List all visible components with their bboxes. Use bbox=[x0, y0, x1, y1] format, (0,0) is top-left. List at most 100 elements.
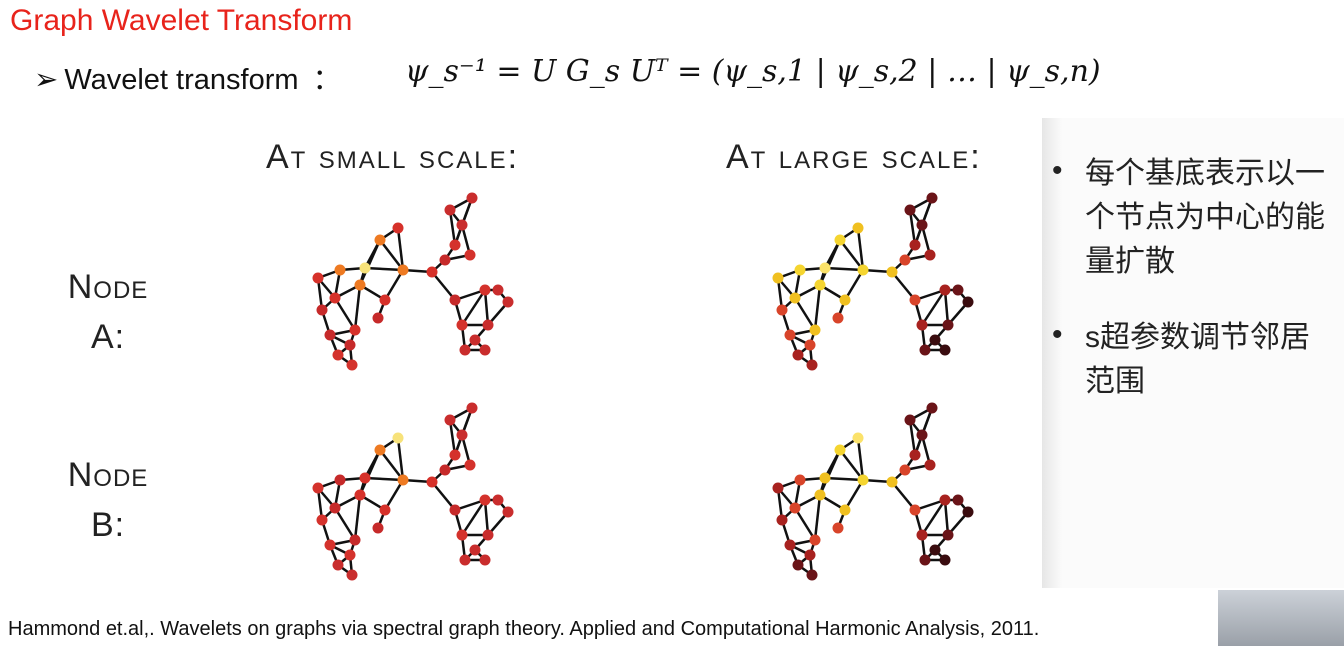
graph-edge bbox=[943, 499, 950, 536]
graph-edge bbox=[383, 269, 405, 301]
graph-node bbox=[909, 504, 921, 516]
graph-edge bbox=[358, 239, 382, 286]
graph-node bbox=[456, 219, 468, 231]
graph-node bbox=[916, 529, 928, 541]
graph-node bbox=[886, 266, 898, 278]
graph-node bbox=[814, 489, 826, 501]
graph-node bbox=[502, 506, 514, 518]
graph-edge bbox=[460, 289, 487, 326]
colon: ： bbox=[312, 64, 342, 96]
graph-node bbox=[492, 494, 504, 506]
graph-node bbox=[924, 459, 936, 471]
graph-edge bbox=[483, 499, 490, 536]
graph-node bbox=[469, 544, 481, 556]
graph-node bbox=[359, 472, 371, 484]
graph-edge bbox=[920, 499, 947, 536]
graph-node bbox=[857, 264, 869, 276]
graph-node bbox=[916, 219, 928, 231]
graph-node bbox=[349, 534, 361, 546]
graph-edge bbox=[908, 209, 917, 246]
graph-node bbox=[449, 449, 461, 461]
graph-node bbox=[444, 204, 456, 216]
graph-node bbox=[439, 254, 451, 266]
graph-node bbox=[334, 264, 346, 276]
graph-node bbox=[806, 359, 818, 371]
graph-node bbox=[952, 494, 964, 506]
graph-node bbox=[939, 554, 951, 566]
graph-node bbox=[942, 319, 954, 331]
graph-edge bbox=[379, 239, 404, 271]
graph-node bbox=[899, 254, 911, 266]
row-label: Node A: bbox=[67, 268, 149, 356]
graph-edge bbox=[333, 297, 357, 331]
graph-node bbox=[789, 502, 801, 514]
graph-node bbox=[459, 554, 471, 566]
graph-edge bbox=[353, 494, 362, 541]
graph-node bbox=[962, 296, 974, 308]
graph-node bbox=[926, 402, 938, 414]
graph-node bbox=[834, 234, 846, 246]
bullet-dot: • bbox=[1052, 154, 1063, 187]
graph-node bbox=[909, 294, 921, 306]
graph-node bbox=[852, 432, 864, 444]
graph-node bbox=[346, 359, 358, 371]
graph-node bbox=[904, 414, 916, 426]
graph-node bbox=[464, 459, 476, 471]
graph-edge bbox=[818, 239, 842, 286]
graph-node bbox=[814, 279, 826, 291]
graph-node bbox=[804, 339, 816, 351]
graph-edge bbox=[448, 209, 457, 246]
graph-node bbox=[332, 349, 344, 361]
graph-node bbox=[379, 504, 391, 516]
graph-node bbox=[479, 284, 491, 296]
graph-node bbox=[344, 549, 356, 561]
graph-node bbox=[344, 339, 356, 351]
graph-node bbox=[324, 329, 336, 341]
graph-node bbox=[942, 529, 954, 541]
graph-node bbox=[479, 344, 491, 356]
graph-node bbox=[449, 294, 461, 306]
graph-node bbox=[466, 192, 478, 204]
graph-edge bbox=[908, 419, 917, 456]
graph-node bbox=[469, 334, 481, 346]
graph-edge bbox=[839, 239, 864, 271]
graph-edge bbox=[333, 507, 357, 541]
graph-node bbox=[324, 539, 336, 551]
graph-edge bbox=[364, 476, 404, 482]
graph-node bbox=[926, 192, 938, 204]
graph-node bbox=[839, 504, 851, 516]
graph-node bbox=[316, 514, 328, 526]
citation: Hammond et.al,. Wavelets on graphs via s… bbox=[8, 618, 1040, 640]
graph-node bbox=[832, 522, 844, 534]
graph-node bbox=[819, 262, 831, 274]
graph-node bbox=[772, 272, 784, 284]
graph-node bbox=[924, 249, 936, 261]
graph-edge bbox=[856, 437, 865, 481]
graph-node bbox=[839, 294, 851, 306]
graph-node bbox=[962, 506, 974, 518]
graph-node bbox=[312, 272, 324, 284]
graph-node bbox=[804, 549, 816, 561]
graph-node bbox=[479, 554, 491, 566]
bullet-dot: • bbox=[1052, 318, 1063, 351]
graph-node bbox=[479, 494, 491, 506]
graph-node bbox=[374, 234, 386, 246]
graph-node bbox=[792, 559, 804, 571]
graph-node bbox=[784, 539, 796, 551]
graph-edge bbox=[396, 227, 405, 271]
graph-node bbox=[776, 304, 788, 316]
graph-node bbox=[329, 502, 341, 514]
graph-node bbox=[852, 222, 864, 234]
graph-node bbox=[772, 482, 784, 494]
graph-node bbox=[834, 444, 846, 456]
graph-node bbox=[916, 319, 928, 331]
graph-edge bbox=[813, 494, 822, 541]
slide-title: Graph Wavelet Transform bbox=[10, 4, 353, 37]
graph-node bbox=[397, 474, 409, 486]
bullet: ➢ Wavelet transform： bbox=[34, 64, 342, 96]
column-label: At small scale: bbox=[266, 138, 520, 176]
graph-node bbox=[349, 324, 361, 336]
graph-edge bbox=[358, 449, 382, 496]
